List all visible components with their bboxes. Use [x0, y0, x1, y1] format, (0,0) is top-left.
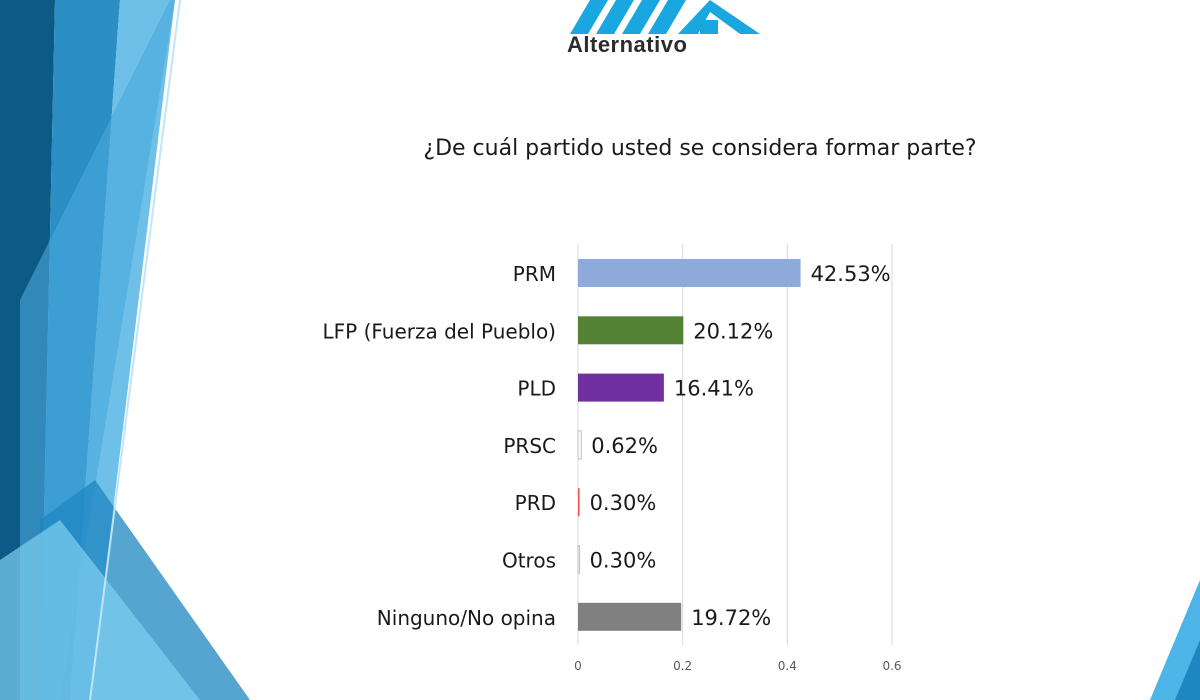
bar	[578, 602, 682, 631]
category-label: PRD	[515, 491, 556, 515]
bar	[578, 373, 664, 402]
category-label: PLD	[517, 377, 556, 401]
category-label: PRSC	[503, 434, 556, 458]
x-tick-label: 0.2	[673, 659, 692, 673]
bar	[578, 488, 580, 517]
data-label: 19.72%	[691, 606, 771, 630]
bar	[577, 545, 581, 574]
x-tick-label: 0.4	[778, 659, 797, 673]
bar	[578, 316, 684, 345]
category-label: LFP (Fuerza del Pueblo)	[323, 319, 557, 343]
chart-title: ¿De cuál partido usted se considera form…	[423, 136, 977, 161]
data-label: 0.62%	[591, 434, 658, 458]
logo-text: Alternativo	[567, 32, 688, 57]
logo-mark-icon	[570, 0, 760, 34]
data-label: 0.30%	[590, 549, 657, 573]
category-label: Otros	[502, 549, 556, 573]
bar	[578, 259, 801, 287]
x-tick-label: 0	[574, 659, 582, 673]
category-label: PRM	[513, 262, 556, 286]
x-tick-label: 0.6	[882, 659, 901, 673]
category-label: Ninguno/No opina	[377, 606, 556, 630]
data-label: 42.53%	[811, 262, 891, 286]
data-label: 0.30%	[590, 491, 657, 515]
data-label: 16.41%	[674, 377, 754, 401]
bar	[577, 430, 582, 460]
data-label: 20.12%	[693, 319, 773, 343]
